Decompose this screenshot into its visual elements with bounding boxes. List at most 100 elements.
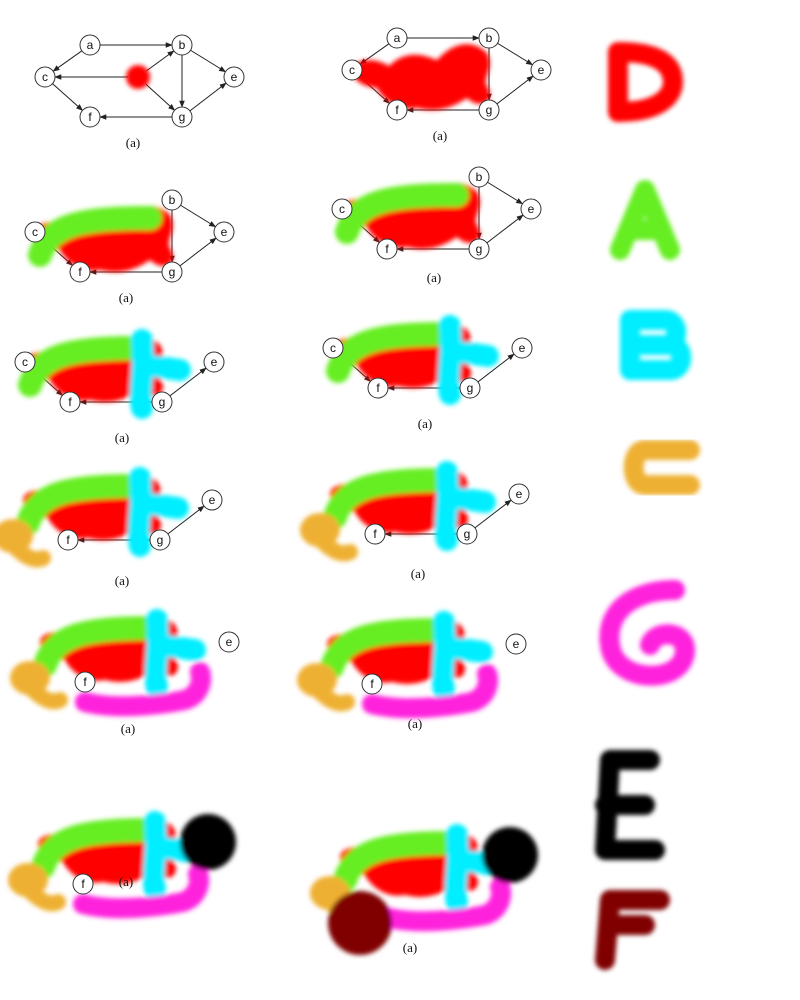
merged-regions — [8, 811, 236, 919]
node-e: e — [223, 66, 245, 88]
node-a: a — [79, 34, 101, 56]
node-c: c — [34, 66, 56, 88]
node-f: f — [386, 99, 408, 121]
region-G — [362, 664, 499, 719]
merged-regions — [297, 611, 499, 719]
node-label: f — [66, 533, 70, 547]
node-label: f — [68, 395, 72, 409]
node-label: c — [349, 63, 355, 77]
panel-caption: (a) — [126, 135, 140, 150]
panel-6: c e f g — [322, 315, 533, 405]
panel-12 — [310, 824, 538, 955]
panel-4: b c e f g — [331, 166, 542, 260]
node-e: e — [218, 631, 240, 653]
edge-g-e — [167, 505, 205, 535]
node-g: g — [456, 523, 478, 545]
merged-regions — [300, 461, 496, 562]
node-label: e — [516, 487, 523, 501]
node-label: e — [211, 355, 218, 369]
panel-caption: (a) — [408, 716, 422, 731]
letter-B-icon — [620, 310, 692, 380]
node-f: f — [59, 391, 81, 413]
region-A — [18, 336, 152, 397]
letter-G-icon — [599, 580, 695, 686]
merged-regions — [28, 206, 173, 272]
node-e: e — [203, 351, 225, 373]
region-G — [375, 877, 512, 932]
panel-caption: (a) — [403, 940, 417, 955]
node-label: g — [464, 527, 471, 541]
edge-d-g — [145, 83, 176, 111]
panel-caption: (a) — [433, 128, 447, 143]
panel-caption: (a) — [115, 430, 129, 445]
edge-b-e — [487, 181, 524, 205]
panel-2: a b c e f g — [341, 27, 552, 121]
node-label: e — [513, 637, 520, 651]
node-label: c — [32, 225, 38, 239]
node-f: f — [364, 523, 386, 545]
edge-g-e — [486, 214, 524, 244]
node-label: c — [339, 202, 345, 216]
node-label: g — [467, 381, 474, 395]
node-label: c — [42, 70, 48, 84]
node-label: g — [159, 395, 166, 409]
region-B — [144, 609, 206, 699]
node-label: f — [395, 103, 399, 117]
node-label: a — [394, 31, 401, 45]
node-label: b — [476, 170, 483, 184]
node-label: g — [179, 110, 186, 124]
node-label: e — [528, 202, 535, 216]
merged-regions — [310, 824, 538, 955]
node-g: g — [149, 529, 171, 551]
region-C-tail — [304, 674, 355, 712]
node-e: e — [201, 489, 223, 511]
node-label: f — [376, 381, 380, 395]
node-label: e — [519, 341, 526, 355]
node-label: c — [22, 355, 28, 369]
region-B — [127, 467, 189, 557]
region-A — [28, 206, 162, 267]
panel-8: e f g — [300, 461, 530, 562]
node-g: g — [459, 377, 481, 399]
panel-caption: (a) — [119, 874, 133, 889]
node-label: f — [385, 242, 389, 256]
node-b: b — [468, 166, 490, 188]
region-A — [16, 474, 150, 535]
edge-g-e — [189, 82, 227, 112]
node-f: f — [57, 529, 79, 551]
node-label: e — [226, 635, 233, 649]
panel-1: a b c e f g — [34, 34, 245, 128]
region-G — [75, 662, 212, 717]
panel-caption: (a) — [427, 270, 441, 285]
node-label: g — [169, 265, 176, 279]
edge-g-e — [474, 499, 512, 529]
region-D — [126, 65, 150, 89]
node-label: e — [538, 63, 545, 77]
node-g: g — [478, 99, 500, 121]
panel-5: c e f g — [14, 329, 225, 419]
node-b: b — [478, 27, 500, 49]
merged-regions — [352, 44, 490, 110]
merged-regions — [0, 467, 189, 568]
node-f: f — [361, 673, 383, 695]
node-label: g — [476, 242, 483, 256]
node-f: f — [79, 106, 101, 128]
region-A — [326, 322, 460, 383]
panel-11: f — [8, 811, 236, 919]
edge-g-e — [169, 367, 207, 397]
node-c: c — [14, 351, 36, 373]
region-B — [129, 329, 191, 419]
panel-caption: (a) — [115, 573, 129, 588]
node-f: f — [69, 261, 91, 283]
region-B — [431, 611, 493, 701]
node-label: a — [87, 38, 94, 52]
edge-b-e — [180, 204, 217, 228]
edge-b-e — [497, 42, 534, 66]
panel-caption: (a) — [411, 566, 425, 581]
node-e: e — [505, 633, 527, 655]
node-c: c — [322, 337, 344, 359]
region-E — [482, 827, 538, 883]
node-label: b — [169, 193, 176, 207]
node-label: f — [88, 110, 92, 124]
